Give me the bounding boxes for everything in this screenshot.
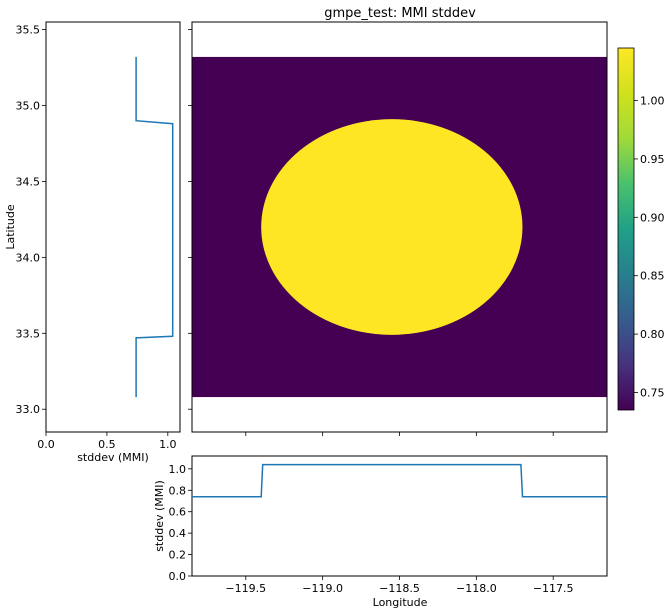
colorbar-tick-label: 0.95 [640, 153, 665, 166]
colorbar: 0.75 0.80 0.85 0.90 0.95 1.00 [617, 47, 665, 411]
lat-xtick-label: 1.0 [159, 438, 177, 451]
lat-ytick-label: 33.5 [16, 327, 41, 340]
lat-profile-frame [45, 21, 181, 433]
lon-profile-ylabel: stddev (MMI) [153, 480, 166, 552]
lat-profile-line [135, 56, 174, 398]
lat-profile-xlabel: stddev (MMI) [77, 451, 149, 464]
map-heatmap [192, 56, 607, 398]
lon-profile-panel: 0.0 0.2 0.4 0.6 0.8 1.0 −119.5 −119.0 −118.5 −118… [153, 455, 608, 609]
lon-ytick-label: 0.6 [169, 506, 187, 519]
lon-profile-xlabel: Longitude [373, 596, 428, 609]
lat-ytick-label: 34.0 [16, 251, 41, 264]
lon-ytick-label: 1.0 [169, 463, 187, 476]
lon-ytick-label: 0.8 [169, 484, 187, 497]
lat-ytick-label: 35.5 [16, 24, 41, 37]
lon-profile-line [192, 463, 607, 498]
lon-ytick-label: 0.0 [169, 570, 187, 583]
colorbar-gradient [617, 47, 635, 411]
map-ticks [188, 29, 554, 436]
lon-xtick-label: −118.5 [379, 582, 420, 595]
lat-xtick-label: 0.0 [37, 438, 55, 451]
lon-xtick-label: −117.5 [533, 582, 574, 595]
map-panel: gmpe_test: MMI stddev [188, 6, 608, 436]
lon-ytick-label: 0.4 [169, 527, 187, 540]
colorbar-ticks: 0.75 0.80 0.85 0.90 0.95 1.00 [634, 95, 665, 399]
lat-xtick-label: 0.5 [98, 438, 116, 451]
lat-ytick-label: 33.0 [16, 403, 41, 416]
heatmap-high-region [261, 119, 523, 335]
colorbar-tick-label: 0.85 [640, 270, 665, 283]
lat-profile-ticks: 33.0 33.5 34.0 34.5 35.0 35.5 0.0 0.5 1.0 [16, 24, 177, 451]
colorbar-tick-label: 0.80 [640, 328, 665, 341]
colorbar-tick-label: 0.90 [640, 211, 665, 224]
lat-ytick-label: 35.0 [16, 100, 41, 113]
lon-xtick-label: −119.0 [302, 582, 343, 595]
lon-xtick-label: −119.5 [225, 582, 266, 595]
map-title: gmpe_test: MMI stddev [324, 6, 476, 21]
colorbar-tick-label: 0.75 [640, 386, 665, 399]
lon-profile-frame [191, 455, 608, 577]
lat-profile-ylabel: Latitude [4, 204, 17, 250]
lat-ytick-label: 34.5 [16, 175, 41, 188]
lon-xtick-label: −118.0 [456, 582, 497, 595]
colorbar-tick-label: 1.00 [640, 95, 665, 108]
lon-ytick-label: 0.2 [169, 549, 187, 562]
lat-profile-panel: 33.0 33.5 34.0 34.5 35.0 35.5 0.0 0.5 1.0 Latitu… [4, 21, 181, 464]
lon-profile-ticks: 0.0 0.2 0.4 0.6 0.8 1.0 −119.5 −119.0 −118.5 −118… [169, 463, 574, 595]
